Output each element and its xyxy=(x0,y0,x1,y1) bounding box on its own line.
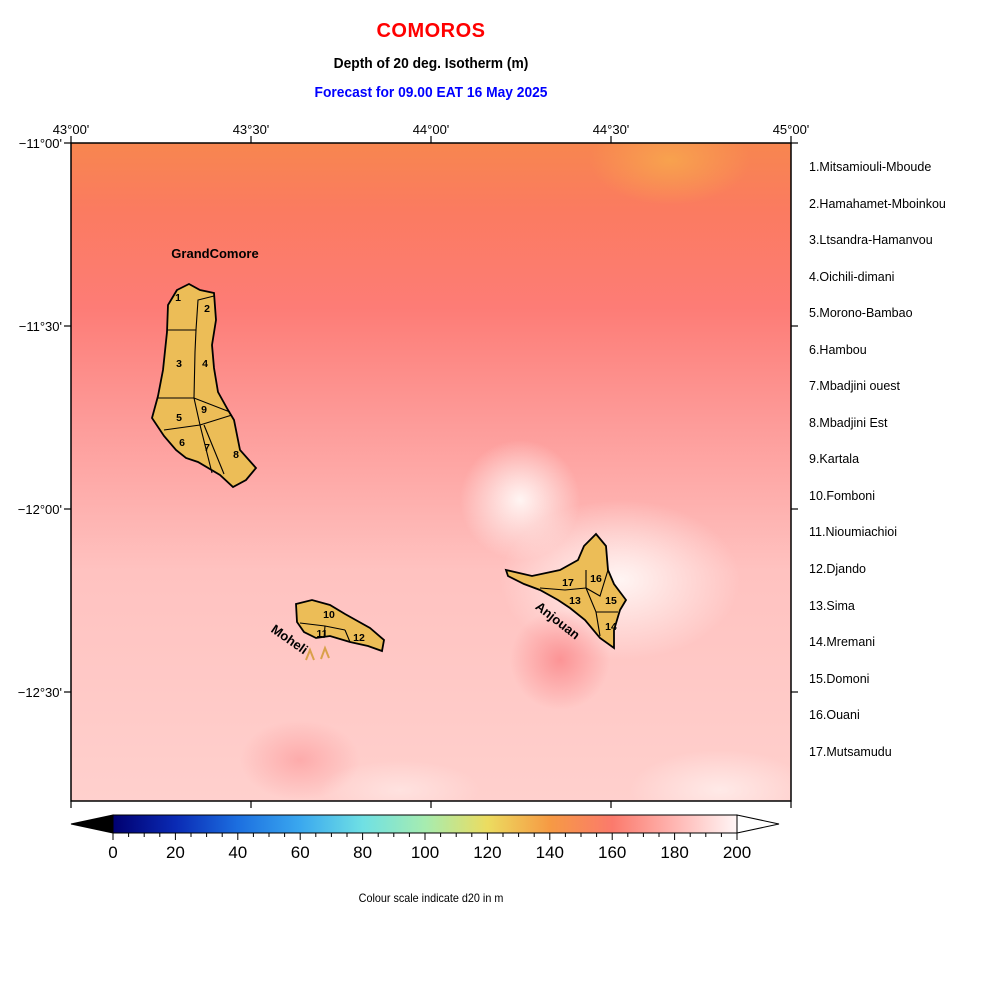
legend-item: 14.Mremani xyxy=(809,635,875,649)
lat-label: −12°00' xyxy=(18,502,62,517)
islets-icon xyxy=(305,645,330,661)
district-numbers: 17 16 13 15 14 xyxy=(562,573,617,633)
colorbar: 0 20 40 60 80 100 120 140 160 180 200 xyxy=(70,814,780,862)
legend-item: 6.Hambou xyxy=(809,343,867,357)
colorbar-tick-label: 140 xyxy=(536,843,564,862)
district-number: 3 xyxy=(176,358,182,370)
legend-item: 1.Mitsamiouli-Mboude xyxy=(809,160,932,174)
district-number: 14 xyxy=(605,621,617,633)
district-number: 4 xyxy=(202,358,208,370)
colorbar-tick-label: 20 xyxy=(166,843,185,862)
legend-item: 10.Fomboni xyxy=(809,489,876,503)
district-number: 9 xyxy=(201,404,207,416)
axis-ticks xyxy=(64,136,798,808)
district-number: 1 xyxy=(175,292,181,304)
district-number: 12 xyxy=(353,632,365,644)
district-boundaries xyxy=(539,569,618,637)
legend-item: 17.Mutsamudu xyxy=(809,745,892,759)
district-number: 17 xyxy=(562,577,574,589)
legend-item: 12.Djando xyxy=(809,562,866,576)
legend-item: 3.Ltsandra-Hamanvou xyxy=(809,233,933,247)
district-number: 7 xyxy=(204,442,210,454)
legend-item: 13.Sima xyxy=(809,599,855,613)
district-number: 8 xyxy=(233,449,239,461)
lon-label: 44°00' xyxy=(413,122,450,137)
legend-item: 11.Nioumiachioi xyxy=(809,525,898,539)
legend-item: 4.Oichili-dimani xyxy=(809,270,895,284)
colorbar-tick-label: 120 xyxy=(473,843,501,862)
variable-subtitle: Depth of 20 deg. Isotherm (m) xyxy=(333,55,529,72)
longitude-labels: 43°00' 43°30' 44°00' 44°30' 45°00' xyxy=(53,122,810,137)
lat-label: −11°00' xyxy=(19,136,62,151)
district-number: 13 xyxy=(569,595,581,607)
map-title: COMOROS xyxy=(376,20,486,42)
legend-item: 5.Morono-Bambao xyxy=(809,306,913,320)
colorbar-tick-label: 180 xyxy=(660,843,688,862)
district-number: 2 xyxy=(204,303,210,315)
lon-label: 45°00' xyxy=(773,122,810,137)
colorbar-tick-label: 80 xyxy=(353,843,372,862)
lon-label: 44°30' xyxy=(593,122,630,137)
legend-item: 9.Kartala xyxy=(809,452,860,466)
district-boundaries xyxy=(299,622,351,643)
lat-label: −12°30' xyxy=(18,685,62,700)
latitude-labels: −11°00' −11°30' −12°00' −12°30' xyxy=(18,136,62,700)
colorbar-tick-label: 200 xyxy=(723,843,751,862)
legend-item: 2.Hamahamet-Mboinkou xyxy=(809,197,946,211)
lat-label: −11°30' xyxy=(19,319,62,334)
colorbar-caption: Colour scale indicate d20 in m xyxy=(358,891,504,905)
colorbar-ticks xyxy=(112,833,738,840)
district-numbers: 10 11 12 xyxy=(316,609,365,644)
district-number: 16 xyxy=(590,573,602,585)
colorbar-tick-label: 0 xyxy=(108,843,117,862)
district-number: 5 xyxy=(176,412,182,424)
island-label-grand-comore: GrandComore xyxy=(171,246,258,261)
district-boundaries xyxy=(158,295,233,475)
colorbar-tick-label: 60 xyxy=(291,843,310,862)
legend-item: 7.Mbadjini ouest xyxy=(809,379,901,393)
d20-field xyxy=(71,143,791,801)
colorbar-tick-label: 160 xyxy=(598,843,626,862)
district-number: 15 xyxy=(605,595,617,607)
colorbar-tick-label: 100 xyxy=(411,843,439,862)
legend-item: 16.Ouani xyxy=(809,708,860,722)
district-number: 11 xyxy=(316,628,327,640)
island-grand-comore: 1 2 3 4 5 6 7 8 9 GrandComore xyxy=(151,246,259,489)
district-number: 6 xyxy=(179,437,185,449)
forecast-time: Forecast for 09.00 EAT 16 May 2025 xyxy=(314,84,548,101)
lon-label: 43°30' xyxy=(233,122,270,137)
legend-item: 15.Domoni xyxy=(809,672,870,686)
legend-item: 8.Mbadjini Est xyxy=(809,416,888,430)
district-number: 10 xyxy=(323,609,335,621)
colorbar-tick-label: 40 xyxy=(228,843,247,862)
colorbar-labels: 0 20 40 60 80 100 120 140 160 180 200 xyxy=(108,843,751,862)
lon-label: 43°00' xyxy=(53,122,90,137)
district-numbers: 1 2 3 4 5 6 7 8 9 xyxy=(175,292,239,461)
